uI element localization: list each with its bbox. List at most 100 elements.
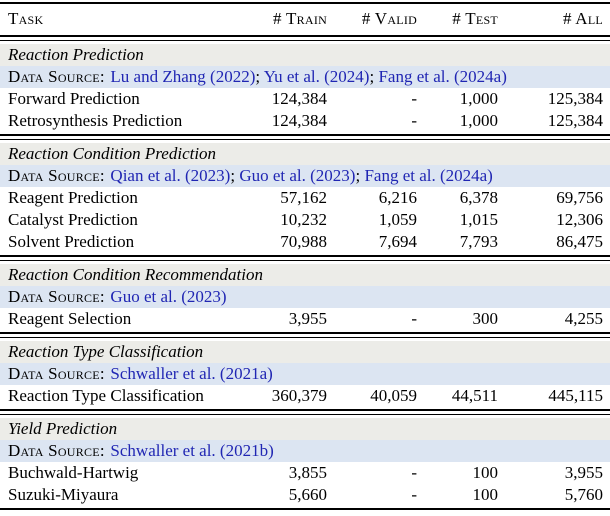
valid-count: - [411, 463, 417, 482]
section-reaction-condition-recommendation: Reaction Condition Recommendation Data S… [0, 264, 610, 330]
table-row: Reagent Prediction 57,162 6,216 6,378 69… [0, 187, 610, 209]
task-name: Suzuki-Miyaura [8, 485, 119, 504]
table-bottom-rule [0, 508, 610, 510]
section-yield-prediction: Yield Prediction Data Source: Schwaller e… [0, 418, 610, 506]
train-count: 10,232 [280, 210, 327, 229]
train-count: 360,379 [271, 386, 327, 405]
section-divider-rule [0, 332, 610, 338]
citation-separator: ; [355, 166, 365, 185]
train-count: 124,384 [271, 111, 327, 130]
citation-link[interactable]: Yu et al. (2024) [263, 67, 370, 86]
train-count: 3,855 [288, 463, 327, 482]
task-name: Retrosynthesis Prediction [8, 111, 183, 130]
citation-link[interactable]: Fang et al. (2024a) [378, 67, 507, 86]
section-title-row: Reaction Type Classification [0, 341, 610, 363]
table-top-rule [0, 2, 610, 4]
data-source-row: Data Source: Lu and Zhang (2022); Yu et a… [0, 66, 610, 88]
test-count: 1,000 [459, 111, 498, 130]
section-title-row: Reaction Condition Recommendation [0, 264, 610, 286]
test-count: 1,015 [459, 210, 498, 229]
valid-count: 7,694 [378, 232, 417, 251]
all-count: 4,255 [564, 309, 603, 328]
section-title-row: Reaction Condition Prediction [0, 143, 610, 165]
table-row: Retrosynthesis Prediction 124,384 - 1,00… [0, 110, 610, 132]
section-title: Reaction Type Classification [8, 342, 204, 361]
citation-link[interactable]: Schwaller et al. (2021a) [110, 364, 273, 383]
valid-count: - [411, 111, 417, 130]
section-reaction-prediction: Reaction Prediction Data Source: Lu and Z… [0, 44, 610, 132]
valid-count: - [411, 485, 417, 504]
section-title: Yield Prediction [8, 419, 118, 438]
column-header-valid: # Valid [361, 9, 417, 28]
all-count: 86,475 [556, 232, 603, 251]
task-name: Solvent Prediction [8, 232, 135, 251]
task-name: Forward Prediction [8, 89, 140, 108]
citation-link[interactable]: Schwaller et al. (2021b) [110, 441, 274, 460]
citation-separator: ; [255, 67, 264, 86]
train-count: 70,988 [280, 232, 327, 251]
task-name: Catalyst Prediction [8, 210, 138, 229]
citation-link[interactable]: Guo et al. (2023) [110, 287, 227, 306]
column-header-all: # All [562, 9, 603, 28]
table-row: Reagent Selection 3,955 - 300 4,255 [0, 308, 610, 330]
data-source-label: Data Source: [8, 364, 105, 383]
table-row: Suzuki-Miyaura 5,660 - 100 5,760 [0, 484, 610, 506]
section-title: Reaction Prediction [8, 45, 144, 64]
valid-count: 1,059 [378, 210, 417, 229]
citation-link[interactable]: Qian et al. (2023) [110, 166, 231, 185]
all-count: 125,384 [547, 111, 603, 130]
all-count: 69,756 [556, 188, 603, 207]
task-name: Buchwald-Hartwig [8, 463, 139, 482]
column-header-train: # Train [273, 9, 327, 28]
test-count: 300 [472, 309, 499, 328]
test-count: 100 [472, 485, 499, 504]
section-divider-rule [0, 409, 610, 415]
data-source-row: Data Source: Qian et al. (2023); Guo et a… [0, 165, 610, 187]
train-count: 5,660 [288, 485, 327, 504]
section-reaction-type-classification: Reaction Type Classification Data Source… [0, 341, 610, 407]
data-source-row: Data Source: Guo et al. (2023) [0, 286, 610, 308]
section-divider-rule [0, 134, 610, 140]
column-header-test: # Test [452, 9, 498, 28]
task-name: Reaction Type Classification [8, 386, 204, 405]
data-source-label: Data Source: [8, 67, 105, 86]
train-count: 57,162 [280, 188, 327, 207]
data-source-label: Data Source: [8, 287, 105, 306]
citation-separator: ; [369, 67, 379, 86]
test-count: 100 [472, 463, 499, 482]
table-row: Buchwald-Hartwig 3,855 - 100 3,955 [0, 462, 610, 484]
data-source-label: Data Source: [8, 441, 105, 460]
all-count: 445,115 [548, 386, 603, 405]
citation-link[interactable]: Guo et al. (2023) [239, 166, 356, 185]
all-count: 125,384 [547, 89, 603, 108]
valid-count: 6,216 [378, 188, 417, 207]
section-title: Reaction Condition Recommendation [8, 265, 263, 284]
column-header-task: Task [8, 9, 44, 28]
test-count: 1,000 [459, 89, 498, 108]
test-count: 7,793 [459, 232, 498, 251]
table-row: Reaction Type Classification 360,379 40,… [0, 385, 610, 407]
section-title-row: Reaction Prediction [0, 44, 610, 66]
section-title: Reaction Condition Prediction [8, 144, 217, 163]
table-header-row: Task # Train # Valid # Test # All [0, 4, 610, 33]
citation-link[interactable]: Lu and Zhang (2022) [110, 67, 256, 86]
task-name: Reagent Selection [8, 309, 132, 328]
all-count: 3,955 [564, 463, 603, 482]
valid-count: - [411, 309, 417, 328]
test-count: 44,511 [451, 386, 498, 405]
section-title-row: Yield Prediction [0, 418, 610, 440]
header-double-rule [0, 35, 610, 41]
section-divider-rule [0, 255, 610, 261]
data-source-row: Data Source: Schwaller et al. (2021a) [0, 363, 610, 385]
table-row: Catalyst Prediction 10,232 1,059 1,015 1… [0, 209, 610, 231]
data-source-row: Data Source: Schwaller et al. (2021b) [0, 440, 610, 462]
data-source-label: Data Source: [8, 166, 105, 185]
test-count: 6,378 [459, 188, 498, 207]
citation-link[interactable]: Fang et al. (2024a) [364, 166, 493, 185]
citation-separator: ; [230, 166, 240, 185]
all-count: 5,760 [564, 485, 603, 504]
train-count: 3,955 [288, 309, 327, 328]
task-name: Reagent Prediction [8, 188, 138, 207]
valid-count: - [411, 89, 417, 108]
